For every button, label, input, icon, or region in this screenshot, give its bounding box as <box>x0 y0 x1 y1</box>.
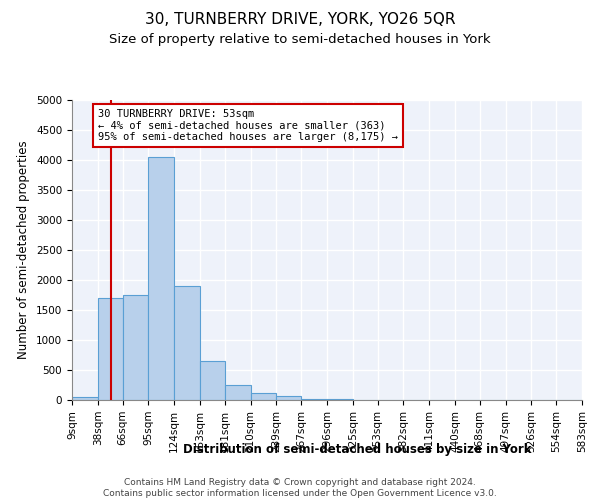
Bar <box>174 286 200 400</box>
Text: Contains HM Land Registry data © Crown copyright and database right 2024.
Contai: Contains HM Land Registry data © Crown c… <box>103 478 497 498</box>
Text: 30 TURNBERRY DRIVE: 53sqm
← 4% of semi-detached houses are smaller (363)
95% of : 30 TURNBERRY DRIVE: 53sqm ← 4% of semi-d… <box>98 109 398 142</box>
Bar <box>122 295 148 400</box>
Bar <box>301 399 327 400</box>
Bar <box>251 394 277 400</box>
Text: Size of property relative to semi-detached houses in York: Size of property relative to semi-detach… <box>109 32 491 46</box>
Bar <box>225 385 251 400</box>
Bar <box>277 396 301 400</box>
Bar <box>72 397 98 400</box>
Text: Distribution of semi-detached houses by size in York: Distribution of semi-detached houses by … <box>183 442 531 456</box>
Y-axis label: Number of semi-detached properties: Number of semi-detached properties <box>17 140 31 360</box>
Bar <box>98 298 122 400</box>
Bar <box>148 157 174 400</box>
Bar <box>200 361 225 400</box>
Text: 30, TURNBERRY DRIVE, YORK, YO26 5QR: 30, TURNBERRY DRIVE, YORK, YO26 5QR <box>145 12 455 28</box>
